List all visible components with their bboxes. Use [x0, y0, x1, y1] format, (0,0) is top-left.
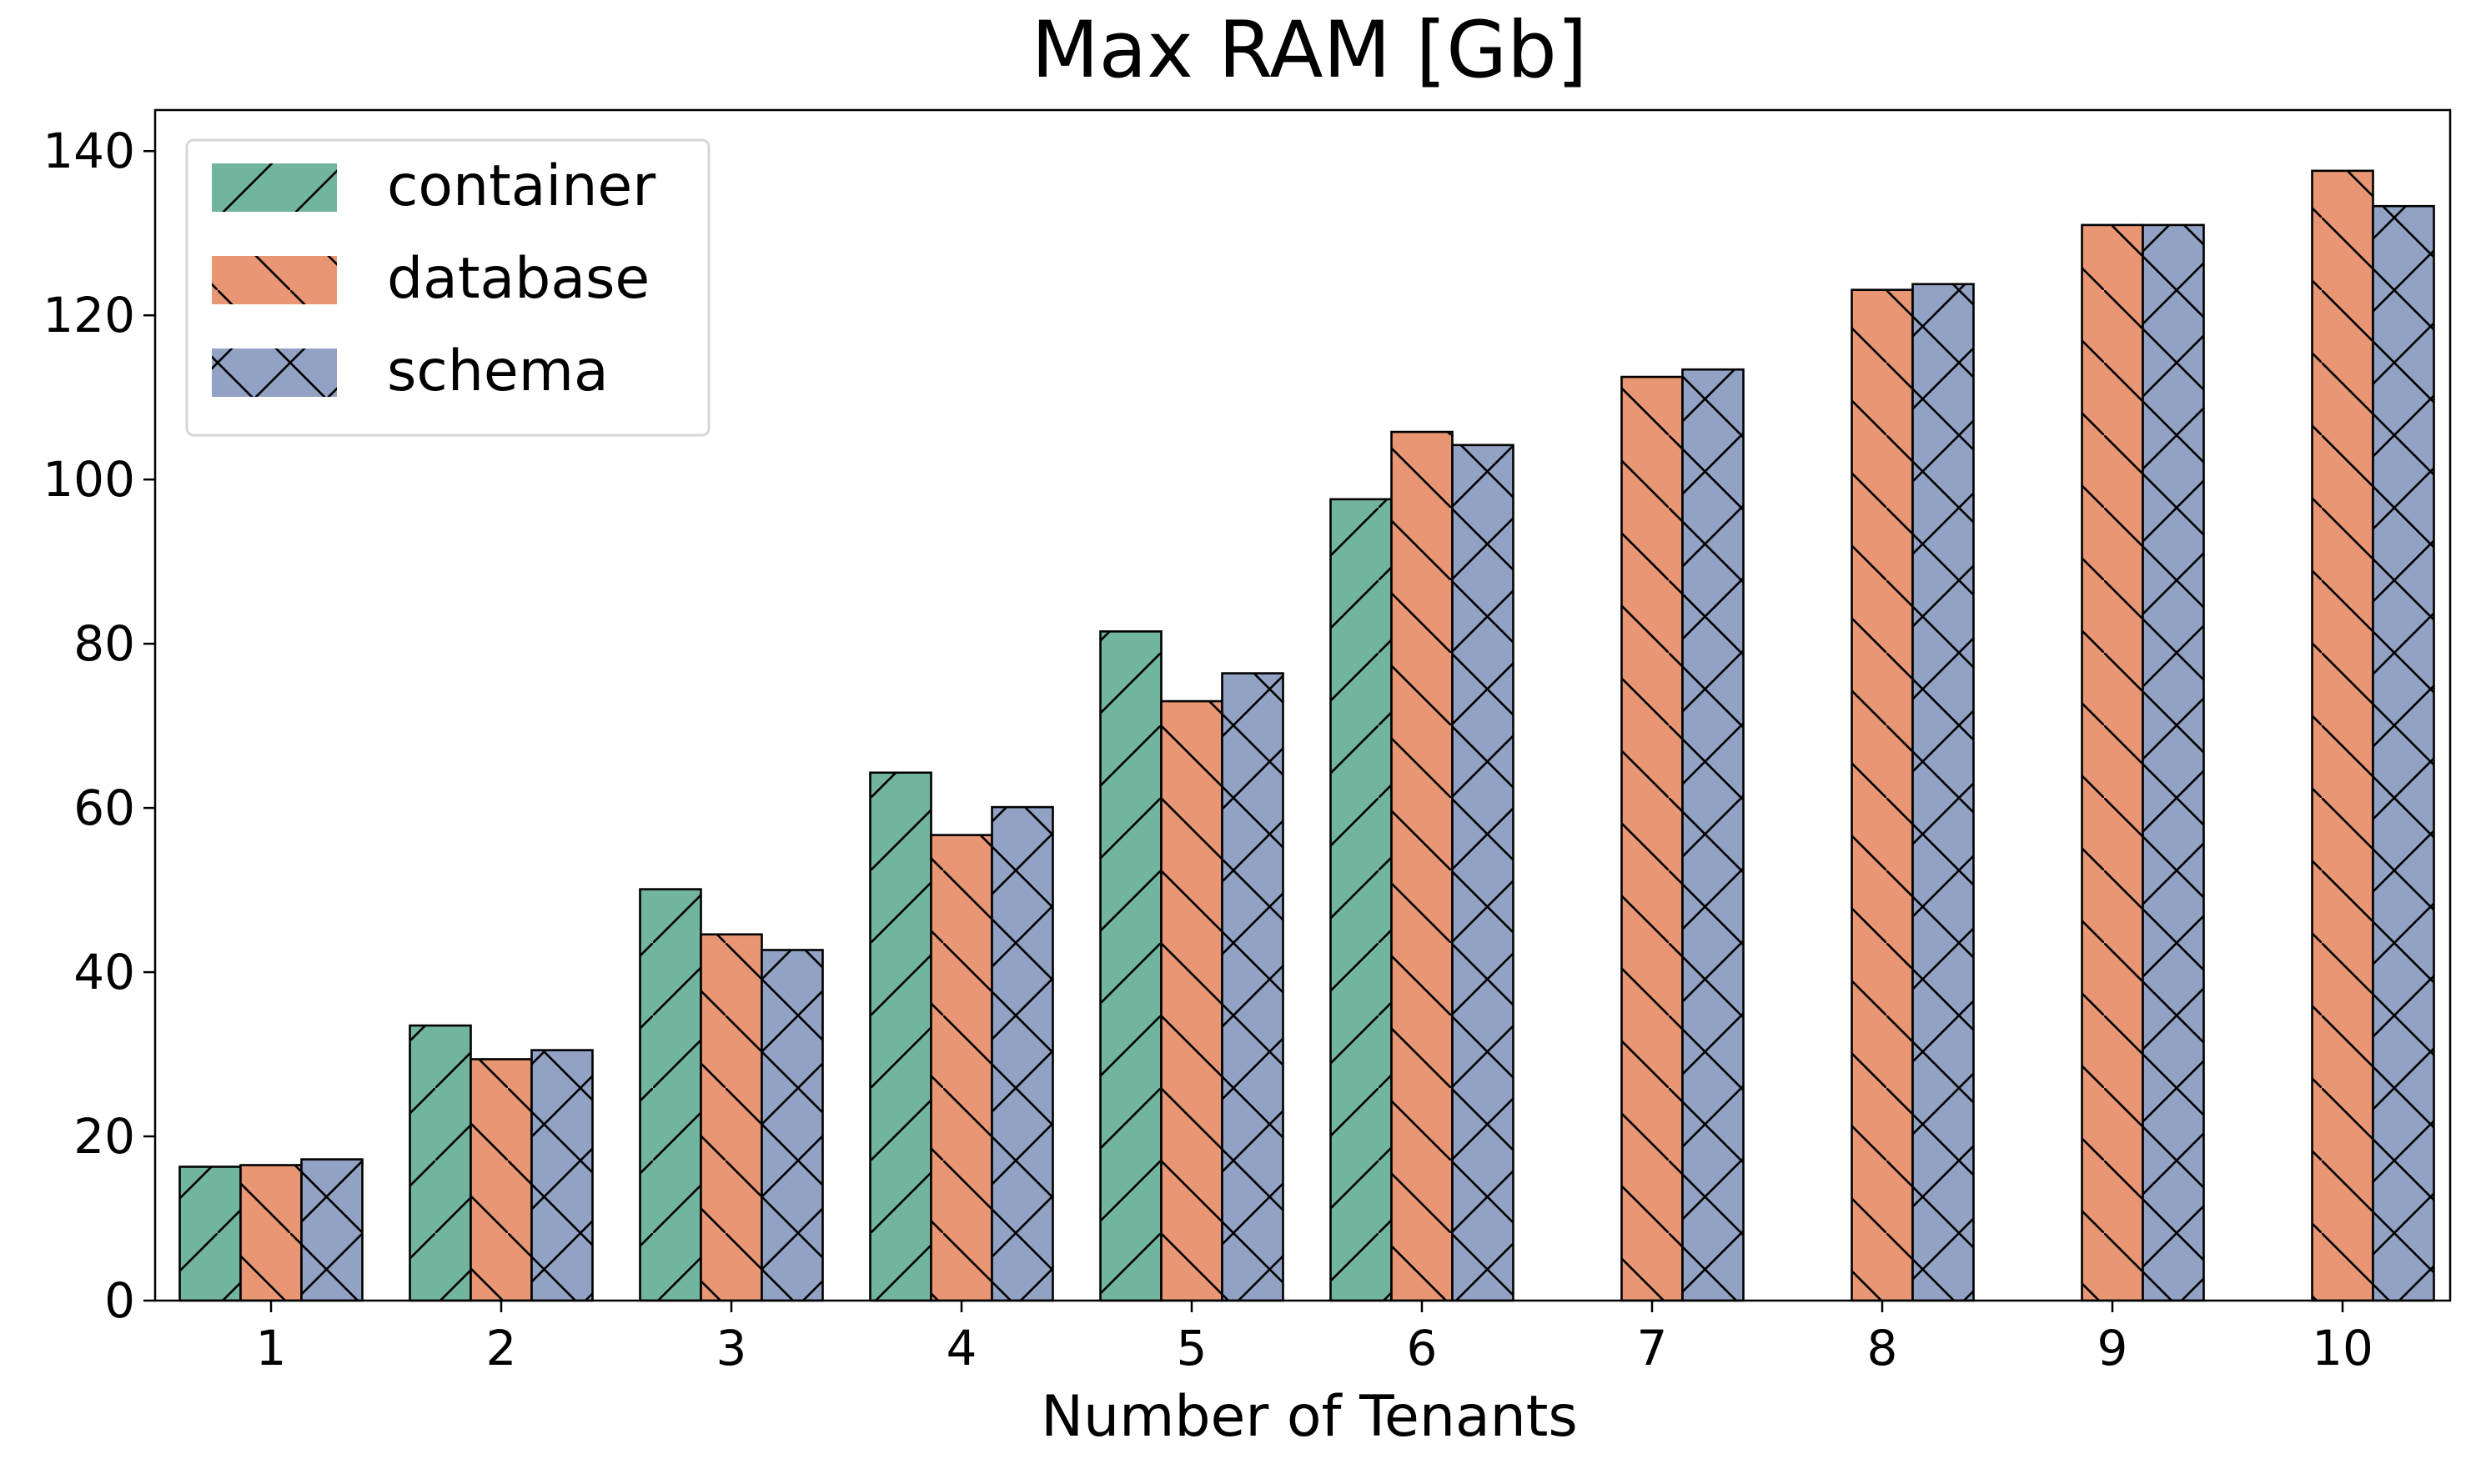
- bar-schema-10: [2372, 204, 2435, 1302]
- bar-database-3: [700, 933, 763, 1302]
- bar-schema-4: [991, 805, 1054, 1302]
- x-tick-label: 5: [1177, 1320, 1208, 1376]
- legend-swatch-schema: [212, 348, 337, 397]
- plot-frame: [153, 108, 2452, 1302]
- y-tick-label: 0: [104, 1272, 135, 1329]
- bar-database-5: [1160, 699, 1223, 1302]
- bar-schema-3: [761, 949, 824, 1302]
- x-tick-label: 2: [486, 1320, 517, 1376]
- legend-label-schema: schema: [387, 338, 609, 404]
- bar-container-2: [409, 1024, 472, 1302]
- bar-database-6: [1390, 430, 1454, 1302]
- x-tick-label: 4: [947, 1320, 977, 1376]
- bar-database-9: [2081, 223, 2144, 1302]
- x-tick-label: 1: [256, 1320, 287, 1376]
- bar-container-5: [1099, 630, 1163, 1302]
- y-tick-label: 20: [73, 1108, 135, 1165]
- bar-database-2: [470, 1058, 533, 1302]
- bar-database-7: [1620, 375, 1684, 1302]
- x-axis: 1 2 3 4 5 6 7 8 9 10: [256, 1301, 2373, 1376]
- bar-schema-5: [1221, 672, 1284, 1302]
- bars-group: [178, 169, 2435, 1302]
- x-tick-label: 8: [1867, 1320, 1898, 1376]
- legend: container database schema: [185, 138, 711, 437]
- bar-database-8: [1851, 288, 1914, 1302]
- legend-label-container: container: [387, 153, 655, 219]
- legend-swatch-container: [212, 163, 337, 212]
- legend-label-database: database: [387, 246, 650, 312]
- x-axis-label: Number of Tenants: [1041, 1384, 1578, 1450]
- bar-schema-8: [1911, 283, 1975, 1302]
- bar-schema-9: [2142, 223, 2205, 1302]
- bar-database-4: [930, 834, 993, 1302]
- bar-database-1: [239, 1164, 303, 1302]
- y-axis: 0 20 40 60 80 100 120 140: [43, 123, 155, 1329]
- bar-schema-2: [530, 1049, 594, 1302]
- y-tick-label: 120: [43, 287, 135, 343]
- x-tick-label: 9: [2097, 1320, 2128, 1376]
- bar-schema-6: [1451, 444, 1514, 1302]
- chart-title: Max RAM [Gb]: [1032, 5, 1588, 96]
- bar-container-6: [1329, 498, 1393, 1302]
- bar-container-3: [639, 888, 702, 1302]
- x-tick-label: 10: [2312, 1320, 2373, 1376]
- x-tick-label: 6: [1407, 1320, 1438, 1376]
- bar-database-10: [2311, 169, 2374, 1302]
- y-tick-label: 140: [43, 123, 135, 179]
- bar-schema-7: [1681, 368, 1745, 1302]
- bar-container-4: [869, 771, 932, 1302]
- y-tick-label: 100: [43, 451, 135, 508]
- bar-container-1: [178, 1166, 242, 1302]
- y-tick-label: 80: [73, 615, 135, 672]
- y-tick-label: 40: [73, 944, 135, 1000]
- bar-schema-1: [300, 1158, 364, 1302]
- x-tick-label: 7: [1637, 1320, 1668, 1376]
- legend-swatch-database: [212, 256, 337, 304]
- y-tick-label: 60: [73, 780, 135, 836]
- x-tick-label: 3: [716, 1320, 747, 1376]
